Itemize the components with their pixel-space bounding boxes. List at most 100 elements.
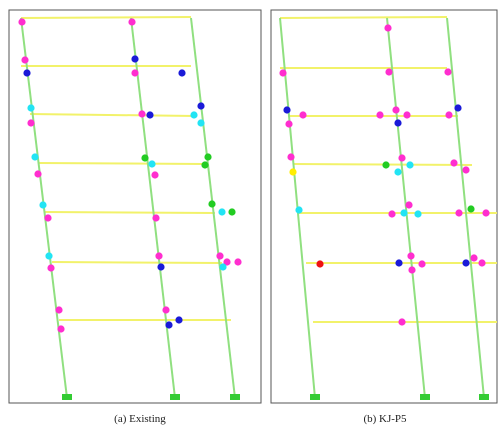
- plastic-hinge: [138, 110, 146, 118]
- plastic-hinge: [299, 111, 307, 119]
- plastic-hinge: [287, 153, 295, 161]
- plastic-hinge: [152, 214, 160, 222]
- plastic-hinge: [444, 68, 452, 76]
- panel-caption: (a) Existing: [114, 413, 166, 425]
- plastic-hinge: [316, 260, 324, 268]
- plastic-hinge: [23, 69, 31, 77]
- plastic-hinge: [406, 161, 414, 169]
- frame-beam: [29, 113, 196, 117]
- frame-column: [190, 17, 236, 399]
- plastic-hinge: [151, 171, 159, 179]
- frame-beam: [279, 16, 448, 19]
- plastic-hinge: [155, 252, 163, 260]
- plastic-hinge: [44, 214, 52, 222]
- plastic-hinge: [208, 200, 216, 208]
- frame-column: [130, 17, 176, 399]
- frame-beam: [37, 162, 206, 165]
- plastic-hinge: [455, 209, 463, 217]
- plastic-hinge: [398, 318, 406, 326]
- plastic-hinge: [57, 325, 65, 333]
- plastic-hinge: [197, 119, 205, 127]
- plastic-hinge: [34, 170, 42, 178]
- panel-caption: (b) KJ-P5: [363, 413, 407, 425]
- fixed-support: [170, 394, 180, 400]
- plastic-hinge: [418, 260, 426, 268]
- plastic-hinge: [408, 266, 416, 274]
- fixed-support: [310, 394, 320, 400]
- plastic-hinge: [394, 119, 402, 127]
- plastic-hinge: [27, 104, 35, 112]
- frame-column: [446, 17, 485, 399]
- plastic-hinge: [388, 210, 396, 218]
- plastic-hinge: [385, 68, 393, 76]
- plastic-hinge: [162, 306, 170, 314]
- plastic-hinge: [279, 69, 287, 77]
- frame-beam: [51, 261, 223, 264]
- plastic-hinge: [175, 316, 183, 324]
- plastic-hinge: [47, 264, 55, 272]
- plastic-hinge: [228, 208, 236, 216]
- plastic-hinge: [283, 106, 291, 114]
- plastic-hinge: [462, 259, 470, 267]
- panel-kj-p5: (b) KJ-P5: [270, 9, 498, 425]
- plastic-hinge: [45, 252, 53, 260]
- plastic-hinge: [234, 258, 242, 266]
- plastic-hinge: [18, 18, 26, 26]
- frame-supports: [62, 394, 240, 400]
- plastic-hinges: [18, 18, 242, 333]
- plastic-hinge: [201, 161, 209, 169]
- fixed-support: [420, 394, 430, 400]
- plastic-hinge: [392, 106, 400, 114]
- plastic-hinge: [141, 154, 149, 162]
- plastic-hinge: [450, 159, 458, 167]
- plastic-hinge: [55, 306, 63, 314]
- plastic-hinge: [157, 263, 165, 271]
- plastic-hinge: [219, 263, 227, 271]
- plastic-hinge: [27, 119, 35, 127]
- fixed-support: [62, 394, 72, 400]
- plastic-hinge: [394, 168, 402, 176]
- plastic-hinge: [131, 69, 139, 77]
- plastic-hinge: [146, 111, 154, 119]
- plastic-hinges: [279, 24, 490, 326]
- plastic-hinge: [445, 111, 453, 119]
- plastic-hinge: [295, 206, 303, 214]
- plastic-hinge: [128, 18, 136, 26]
- plastic-hinge: [462, 166, 470, 174]
- plastic-hinge: [165, 321, 173, 329]
- panel-existing: (a) Existing: [8, 9, 262, 425]
- plastic-hinge: [289, 168, 297, 176]
- plastic-hinge: [467, 205, 475, 213]
- frame-supports: [310, 394, 489, 400]
- plastic-hinge: [218, 208, 226, 216]
- frame-beam: [44, 211, 216, 214]
- plastic-hinge: [204, 153, 212, 161]
- plastic-hinge: [400, 209, 408, 217]
- plastic-hinge: [405, 201, 413, 209]
- plastic-hinge: [31, 153, 39, 161]
- plastic-hinge: [382, 161, 390, 169]
- plastic-hinge: [395, 259, 403, 267]
- plastic-hinge: [223, 258, 231, 266]
- plastic-hinge: [39, 201, 47, 209]
- plastic-hinge: [216, 252, 224, 260]
- frame-column: [386, 17, 426, 399]
- plastic-hinge: [454, 104, 462, 112]
- fixed-support: [230, 394, 240, 400]
- plastic-hinge: [482, 209, 490, 217]
- plastic-hinge: [403, 111, 411, 119]
- plastic-hinge: [398, 154, 406, 162]
- frame-members: [20, 16, 236, 399]
- frame-beam: [20, 16, 192, 19]
- plastic-hinge: [178, 69, 186, 77]
- panel-frame-border: [8, 9, 262, 404]
- plastic-hinge: [376, 111, 384, 119]
- plastic-hinge: [470, 254, 478, 262]
- fixed-support: [479, 394, 489, 400]
- plastic-hinge: [21, 56, 29, 64]
- plastic-hinge: [197, 102, 205, 110]
- plastic-hinge: [131, 55, 139, 63]
- plastic-hinge: [414, 210, 422, 218]
- plastic-hinge: [384, 24, 392, 32]
